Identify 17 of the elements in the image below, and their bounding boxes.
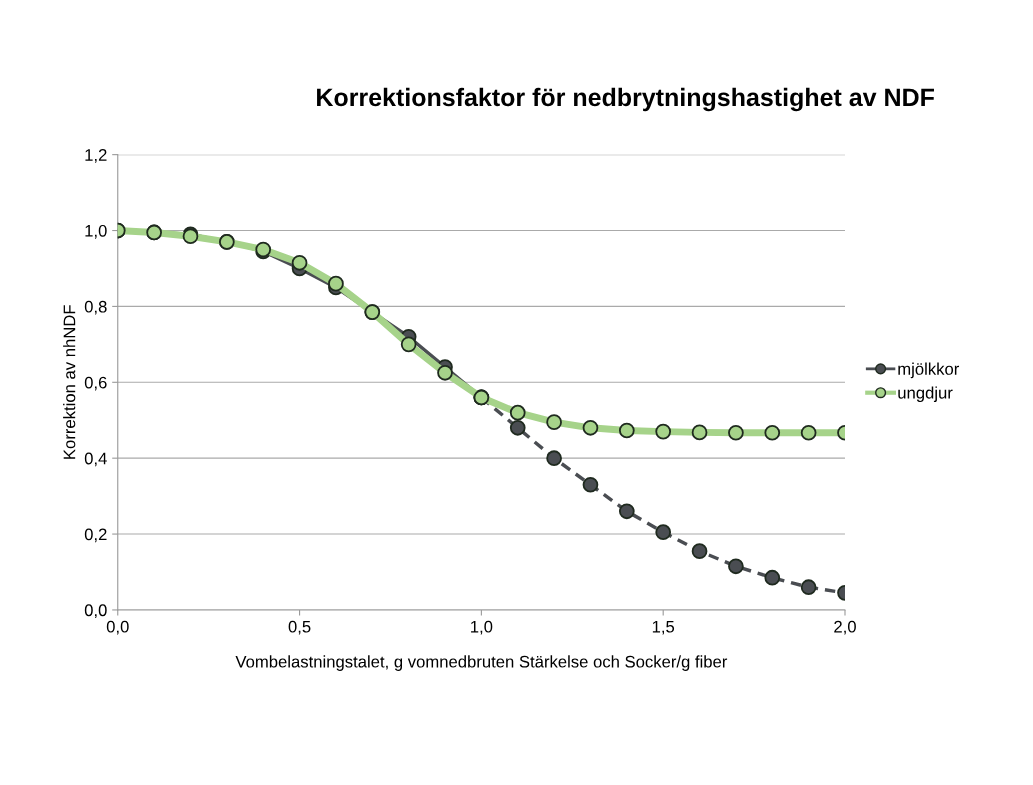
y-tick-label: 0,0 [84,604,107,619]
legend-label: mjölkkor [898,362,960,379]
x-tick-label: 1,5 [652,620,675,635]
y-tick-label: 0,4 [84,452,107,467]
legend-label: ungdjur [898,386,953,402]
y-tick-label: 0,8 [84,300,107,315]
x-tick-label: 0,0 [106,620,129,635]
y-axis-title: Korrektion av nhNDF [63,305,76,459]
x-tick-label: 0,5 [288,620,311,635]
x-tick-label: 1,0 [471,620,493,635]
chart-title: Korrektionsfaktor för nedbrytningshastighet av NDF [317,87,934,112]
y-tick-label: 0,2 [84,528,107,543]
x-tick-label: 2,0 [834,620,856,635]
y-tick-label: 1,0 [85,224,107,239]
y-tick-label: 0,6 [84,376,107,391]
y-tick-label: 1,2 [85,149,107,163]
x-axis-title: Vombelastningstalet, g vomnedbruten Stärkelse och Socker/g fiber [235,655,728,671]
